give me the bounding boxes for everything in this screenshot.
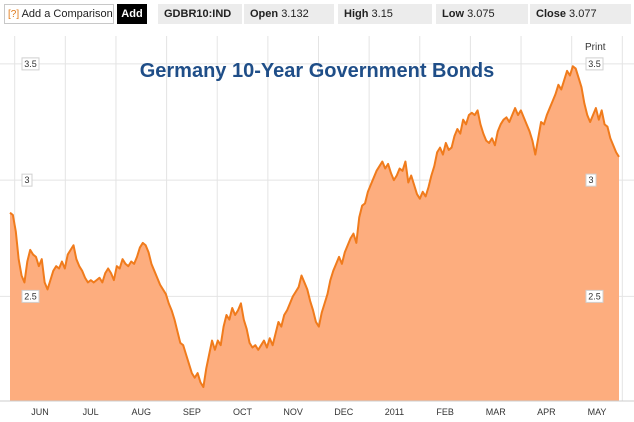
series-area	[10, 66, 619, 401]
x-tick-label: JUN	[31, 407, 49, 417]
open-label: Open	[250, 8, 279, 20]
ticker-label: GDBR10:IND	[164, 8, 232, 20]
high-label: High	[344, 8, 369, 20]
chart-title: Germany 10-Year Government Bonds	[139, 60, 495, 82]
add-comparison-input[interactable]: [?] Add a Comparison	[4, 4, 114, 24]
x-tick-label: 2011	[385, 407, 404, 417]
print-link[interactable]: Print	[585, 42, 606, 53]
y-tick-label: 3.5	[24, 59, 37, 69]
y-tick-label: 2.5	[24, 291, 37, 301]
y-tick-box	[21, 173, 33, 187]
y-tick-label: 3	[24, 175, 29, 185]
y-tick-label: 2.5	[588, 291, 601, 301]
x-tick-label: DEC	[334, 407, 354, 417]
help-icon[interactable]: [?]	[8, 9, 20, 20]
comparison-toolbar: [?] Add a Comparison Add GDBR10:IND Open…	[0, 0, 634, 32]
high-value: 3.15	[371, 8, 393, 20]
y-tick-box	[585, 289, 604, 303]
x-axis-band	[0, 401, 634, 422]
x-tick-label: MAY	[588, 407, 607, 417]
x-tick-label: APR	[537, 407, 556, 417]
x-tick-label: AUG	[132, 407, 152, 417]
x-tick-label: SEP	[183, 407, 201, 417]
open-value: 3.132	[281, 8, 309, 20]
y-tick-box	[585, 173, 597, 187]
low-value: 3.075	[467, 8, 495, 20]
add-comparison-label: Add a Comparison	[21, 8, 113, 20]
series-line	[9, 65, 620, 389]
x-tick-label: NOV	[283, 407, 303, 417]
x-tick-label: FEB	[436, 407, 454, 417]
low-stat: Low 3.075	[436, 4, 528, 24]
y-tick-box	[585, 57, 604, 71]
y-tick-label: 3	[588, 175, 593, 185]
close-stat: Close 3.077	[530, 4, 631, 24]
close-label: Close	[536, 8, 566, 20]
add-button[interactable]: Add	[117, 4, 147, 24]
x-tick-label: OCT	[233, 407, 253, 417]
y-tick-label: 3.5	[588, 59, 601, 69]
open-stat: Open 3.132	[244, 4, 334, 24]
y-tick-box	[21, 57, 40, 71]
high-stat: High 3.15	[338, 4, 432, 24]
low-label: Low	[442, 8, 464, 20]
x-tick-label: JUL	[83, 407, 99, 417]
y-tick-box	[21, 289, 40, 303]
ticker-symbol: GDBR10:IND	[158, 4, 242, 24]
x-tick-label: MAR	[486, 407, 507, 417]
close-value: 3.077	[569, 8, 597, 20]
